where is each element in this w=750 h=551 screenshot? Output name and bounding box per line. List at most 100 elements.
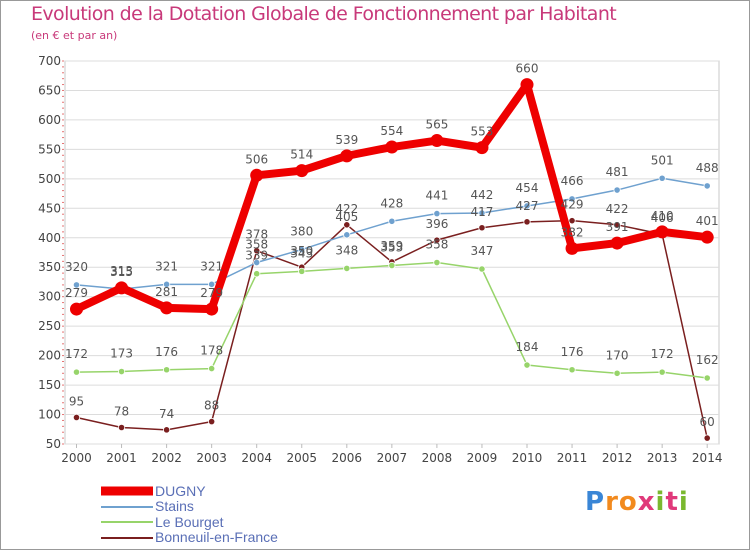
data-point: [703, 434, 711, 442]
x-tick-label: 2012: [602, 451, 633, 465]
y-tick-label: 650: [38, 83, 61, 97]
data-label: 74: [159, 407, 174, 421]
legend-label: Le Bourget: [155, 513, 224, 530]
data-point: [658, 368, 666, 376]
data-label: 396: [425, 217, 448, 231]
data-point: [72, 413, 81, 422]
chart-subtitle: (en € et par an): [31, 29, 118, 42]
data-point: [385, 140, 399, 154]
x-tick-label: 2011: [557, 451, 588, 465]
logo-letter: o: [618, 487, 638, 517]
data-label: 173: [110, 347, 133, 361]
data-label: 488: [696, 161, 719, 175]
y-tick-label: 700: [38, 54, 61, 68]
data-label: 405: [335, 210, 358, 224]
x-tick-label: 2008: [422, 451, 453, 465]
data-point: [478, 265, 486, 273]
data-point: [295, 164, 309, 178]
data-label: 410: [651, 209, 674, 223]
x-tick-label: 2003: [196, 451, 227, 465]
data-point: [70, 302, 83, 316]
data-point: [568, 195, 576, 203]
data-label: 347: [470, 244, 493, 258]
data-label: 427: [516, 199, 539, 213]
data-label: 378: [245, 228, 268, 242]
data-point: [430, 134, 444, 148]
data-label: 358: [425, 238, 448, 252]
y-tick-label: 300: [38, 290, 61, 304]
data-point: [565, 241, 579, 255]
data-label: 660: [516, 62, 539, 76]
data-point: [475, 141, 489, 155]
data-point: [613, 186, 621, 194]
x-tick-label: 2014: [692, 451, 723, 465]
x-tick-label: 2000: [61, 451, 92, 465]
data-point: [205, 302, 219, 316]
data-point: [208, 364, 216, 373]
data-point: [478, 224, 486, 232]
data-point: [613, 369, 621, 377]
legend-item-le-bourget: Le Bourget: [99, 514, 278, 530]
data-point: [343, 231, 351, 239]
data-point: [163, 280, 171, 288]
data-label: 417: [470, 205, 493, 219]
y-tick-label: 150: [38, 378, 61, 392]
x-tick-label: 2001: [106, 451, 137, 465]
y-tick-label: 400: [38, 231, 61, 245]
data-label: 428: [380, 196, 403, 210]
data-point: [700, 230, 714, 244]
x-tick-label: 2010: [512, 451, 543, 465]
data-label: 313: [110, 264, 133, 278]
data-label: 501: [651, 153, 674, 167]
x-tick-label: 2009: [467, 451, 498, 465]
x-tick-label: 2002: [151, 451, 182, 465]
data-label: 565: [425, 118, 448, 132]
legend-item-bonneuil: Bonneuil-en-France: [99, 529, 278, 545]
data-point: [613, 221, 621, 229]
data-point: [250, 168, 264, 182]
data-point: [388, 217, 396, 225]
data-point: [658, 174, 666, 182]
data-label: 391: [606, 220, 629, 234]
data-label: 466: [561, 174, 584, 188]
logo-letter: r: [605, 487, 619, 517]
data-point: [253, 247, 261, 255]
data-point: [343, 264, 351, 273]
data-label: 401: [696, 214, 719, 228]
data-point: [208, 418, 216, 426]
data-point: [298, 245, 306, 254]
data-point: [523, 361, 531, 369]
data-label: 78: [114, 405, 129, 419]
data-label: 178: [200, 344, 223, 358]
data-label: 279: [200, 286, 223, 300]
data-label: 454: [516, 181, 539, 195]
data-label: 353: [380, 240, 403, 254]
data-point: [703, 374, 711, 382]
data-point: [433, 210, 441, 218]
logo-letter: P: [585, 487, 606, 517]
y-tick-label: 500: [38, 172, 61, 186]
data-point: [568, 217, 576, 225]
data-label: 422: [335, 202, 358, 216]
legend-item-dugny: DUGNY: [99, 483, 278, 499]
data-label: 339: [245, 249, 268, 263]
data-point: [523, 202, 531, 210]
data-point: [568, 366, 576, 374]
y-tick-label: 50: [46, 437, 61, 451]
y-tick-label: 600: [38, 113, 61, 127]
data-label: 170: [606, 348, 629, 362]
data-label: 481: [606, 165, 629, 179]
data-point: [117, 423, 126, 432]
legend-label: DUGNY: [155, 482, 206, 499]
data-label: 358: [245, 238, 268, 252]
data-point: [117, 367, 126, 376]
data-label: 172: [65, 347, 88, 361]
data-label: 279: [65, 286, 88, 300]
proxiti-logo: Proxiti: [585, 487, 689, 517]
data-point: [520, 78, 534, 92]
data-point: [298, 267, 306, 275]
chart-title: Evolution de la Dotation Globale de Fonc…: [31, 3, 617, 25]
data-point: [160, 301, 174, 315]
